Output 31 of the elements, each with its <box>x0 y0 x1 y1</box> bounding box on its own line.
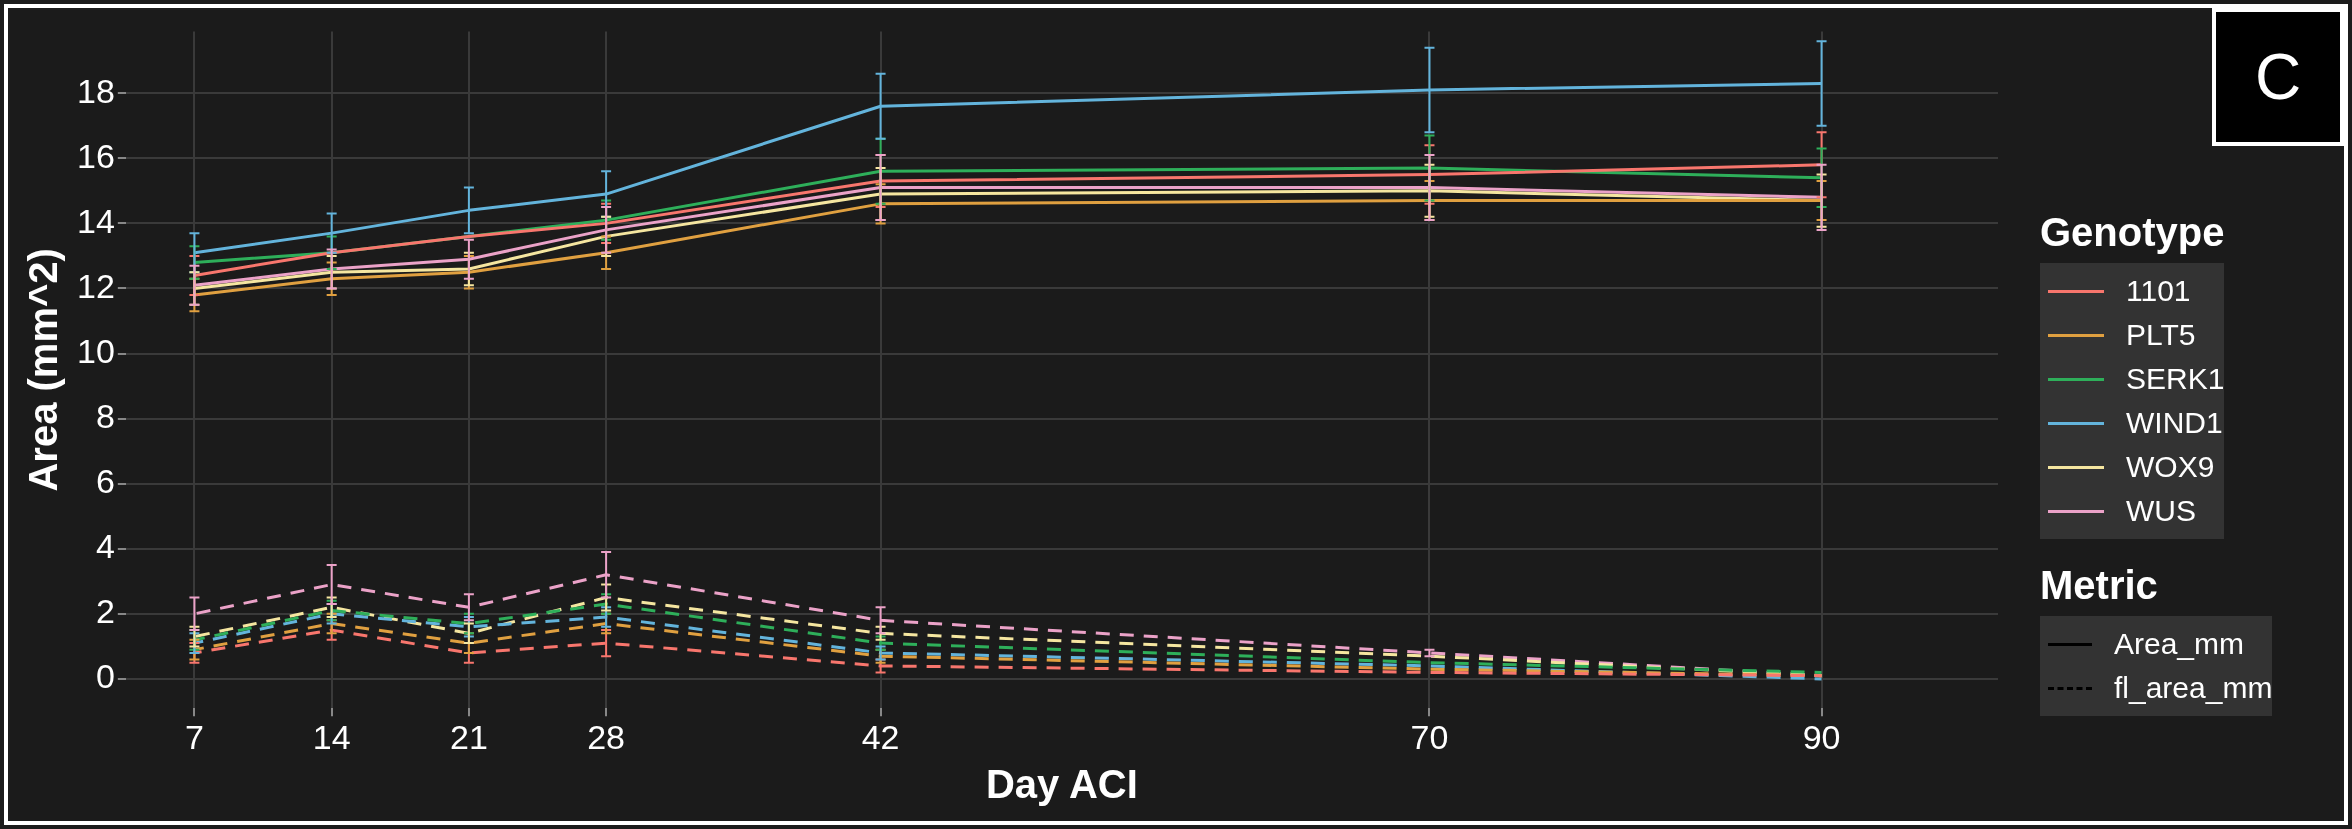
y-tick-label: 10 <box>76 331 115 370</box>
y-tick-label: 0 <box>95 657 115 696</box>
y-tick-label: 6 <box>95 462 115 501</box>
x-tick-label: 42 <box>861 717 900 756</box>
legend-label: PLT5 <box>2126 318 2196 352</box>
y-tick-label: 16 <box>76 136 115 175</box>
x-tick-label: 14 <box>312 717 351 756</box>
legend-title: Genotype <box>2040 210 2226 255</box>
legend-label: WUS <box>2126 494 2196 528</box>
y-tick-label: 2 <box>95 592 115 631</box>
y-axis-title: Area (mm^2) <box>21 248 66 492</box>
x-tick-label: 28 <box>587 717 626 756</box>
legend-label: 1101 <box>2126 274 2191 308</box>
x-tick-label: 70 <box>1410 717 1449 756</box>
text: Area_mm <box>2114 627 2245 661</box>
legend-label: WOX9 <box>2126 450 2215 484</box>
text: fl_area_mm <box>2114 671 2273 705</box>
legend-label: SERK1 <box>2126 362 2225 396</box>
y-tick-label: 8 <box>95 396 115 435</box>
text: C <box>2212 8 2344 146</box>
text: Metric <box>2040 563 2159 608</box>
point <box>874 635 887 651</box>
y-tick-label: 18 <box>76 71 115 110</box>
legend-label: WIND1 <box>2126 406 2223 440</box>
x-tick-label: 7 <box>184 717 204 756</box>
x-tick-label: 21 <box>449 717 488 756</box>
x-tick-label: 90 <box>1802 717 1841 756</box>
y-tick-label: 4 <box>95 527 115 566</box>
y-tick-label: 14 <box>76 201 115 240</box>
y-tick-label: 12 <box>76 266 115 305</box>
x-axis-title: Day ACI <box>985 762 1138 807</box>
